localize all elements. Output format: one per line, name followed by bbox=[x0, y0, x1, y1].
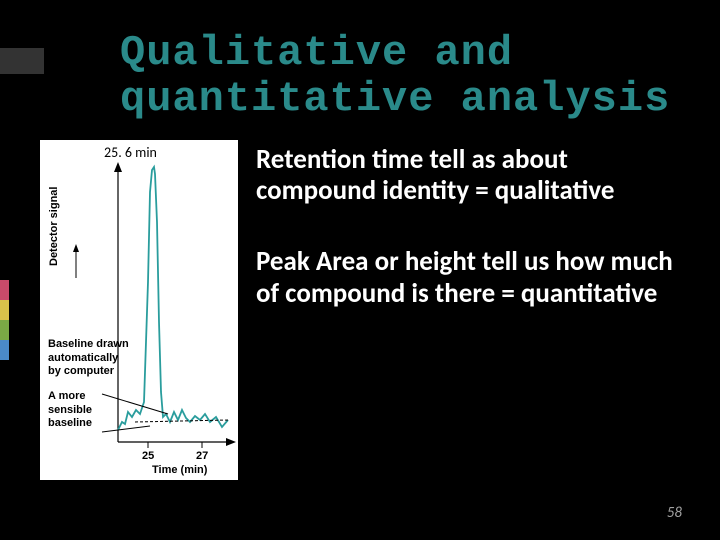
page-number: 58 bbox=[667, 504, 682, 522]
content-row: 25. 6 min bbox=[30, 140, 680, 480]
computed-baseline bbox=[135, 420, 228, 422]
title-line-2: quantitative analysis bbox=[120, 75, 670, 123]
x-axis-arrow-icon bbox=[226, 438, 236, 446]
accent-stripe bbox=[0, 300, 9, 320]
baseline-annotation-text: Baseline drawnautomaticallyby computer bbox=[48, 338, 129, 378]
accent-stripe bbox=[0, 320, 9, 340]
title-accent-bar bbox=[0, 48, 44, 74]
title-line-1: Qualitative and bbox=[120, 29, 513, 77]
detector-arrow-icon bbox=[73, 244, 79, 252]
accent-color-stripes bbox=[0, 280, 9, 360]
sensible-baseline-annotation-text: A moresensiblebaseline bbox=[48, 390, 92, 430]
y-axis-label: Detector signal bbox=[48, 187, 60, 266]
sensible-annotation-arrow bbox=[102, 426, 150, 432]
slide: Qualitative and quantitative analysis 25… bbox=[0, 0, 720, 540]
slide-title: Qualitative and quantitative analysis bbox=[120, 30, 680, 122]
chromatogram-peak-line bbox=[118, 167, 228, 430]
accent-stripe bbox=[0, 340, 9, 360]
x-tick-label-27: 27 bbox=[196, 450, 208, 462]
chromatogram-chart: 25. 6 min bbox=[40, 140, 238, 480]
paragraph-quantitative: Peak Area or height tell us how much of … bbox=[256, 246, 680, 308]
y-axis-arrow-icon bbox=[114, 162, 122, 172]
retention-time-label: 25. 6 min bbox=[104, 144, 157, 161]
x-tick-label-25: 25 bbox=[142, 450, 154, 462]
chart-svg bbox=[40, 162, 238, 480]
x-axis-label: Time (min) bbox=[152, 464, 207, 476]
accent-stripe bbox=[0, 280, 9, 300]
paragraph-qualitative: Retention time tell as about compound id… bbox=[256, 144, 680, 206]
text-column: Retention time tell as about compound id… bbox=[238, 140, 680, 480]
